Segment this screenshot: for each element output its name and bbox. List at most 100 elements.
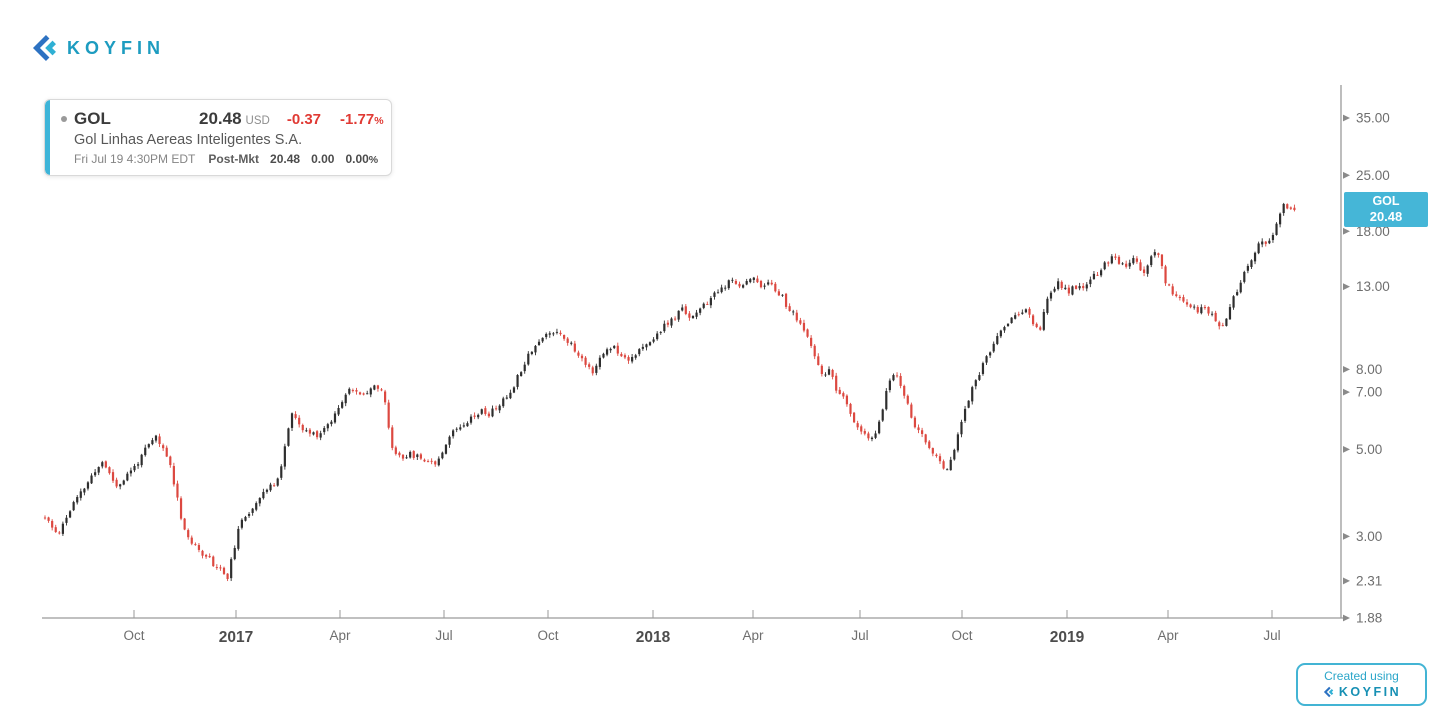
candle-body: [684, 306, 687, 314]
candle-body: [337, 407, 340, 415]
quote-timestamp: Fri Jul 19 4:30PM EDT: [74, 151, 196, 166]
candle-body: [212, 556, 215, 567]
price-change-percent: -1.77%: [340, 111, 384, 128]
candle-body: [881, 409, 884, 421]
candle-body: [305, 430, 308, 432]
candle-body: [140, 454, 143, 466]
candle-body: [967, 400, 970, 408]
y-tick-label: 3.00: [1356, 529, 1382, 544]
candle-body: [283, 446, 286, 467]
candle-body: [530, 351, 533, 354]
candle-body: [863, 431, 866, 434]
candle-body: [656, 333, 659, 340]
candle-body: [559, 332, 562, 335]
candle-body: [219, 567, 222, 569]
price-change-percent-value: -1.77: [340, 111, 375, 128]
candle-body: [341, 402, 344, 408]
candle-body: [1207, 306, 1210, 314]
candle-body: [820, 365, 823, 374]
candle-body: [688, 313, 691, 318]
candle-body: [638, 349, 641, 355]
candle-body: [247, 513, 251, 516]
candle-body: [136, 464, 140, 466]
candle-body: [831, 369, 834, 377]
candle-body: [734, 280, 738, 284]
candle-body: [555, 331, 559, 333]
candle-body: [104, 461, 107, 468]
candle-body: [301, 425, 304, 431]
y-tick-arrow-icon: [1343, 614, 1350, 622]
candle-body: [101, 462, 104, 467]
x-tick-label: 2018: [636, 629, 671, 646]
created-using-badge[interactable]: Created using KOYFIN: [1296, 663, 1427, 706]
candle-body: [802, 322, 806, 331]
candle-body: [244, 516, 247, 521]
candle-body: [827, 369, 831, 375]
candle-body: [1021, 312, 1024, 314]
candle-body: [387, 402, 390, 428]
candle-body: [222, 567, 226, 574]
x-tick-label: Apr: [1157, 628, 1179, 643]
candle-body: [709, 298, 712, 306]
candle-body: [344, 394, 347, 404]
candle-body: [1196, 307, 1199, 313]
candle-body: [172, 466, 175, 485]
candle-body: [799, 320, 802, 324]
y-tick-arrow-icon: [1343, 114, 1350, 122]
candle-body: [469, 416, 473, 423]
candle-body: [362, 393, 365, 395]
candle-body: [1250, 260, 1253, 268]
watermark-logo: KOYFIN: [1298, 685, 1425, 699]
candle-body: [1178, 296, 1181, 299]
candle-body: [405, 457, 408, 459]
y-tick-label: 7.00: [1356, 385, 1382, 400]
candle-body: [376, 385, 380, 389]
candle-body: [777, 291, 780, 296]
candle-body: [999, 330, 1002, 337]
candle-body: [94, 472, 97, 476]
candle-body: [849, 403, 852, 414]
candle-body: [1057, 281, 1060, 289]
candle-body: [315, 431, 319, 438]
candle-body: [1164, 266, 1167, 284]
candle-body: [230, 559, 233, 579]
candle-body: [527, 353, 530, 365]
candle-body: [677, 310, 680, 320]
candle-body: [706, 304, 709, 305]
candle-body: [1257, 243, 1260, 254]
candle-body: [83, 488, 86, 493]
x-tick-label: Oct: [123, 628, 144, 643]
candle-body: [1014, 315, 1017, 319]
candle-body: [1114, 256, 1117, 258]
candle-body: [1060, 281, 1063, 289]
candle-body: [577, 352, 580, 356]
candle-body: [326, 424, 329, 429]
candle-body: [47, 517, 50, 521]
candle-body: [588, 364, 591, 367]
candle-body: [1175, 294, 1178, 297]
candle-body: [409, 451, 412, 458]
candle-body: [806, 329, 809, 337]
candle-body: [1010, 317, 1013, 324]
candle-body: [401, 454, 405, 459]
koyfin-logo[interactable]: KOYFIN: [28, 33, 165, 63]
candle-body: [394, 447, 397, 454]
candle-body: [1024, 309, 1028, 313]
candle-body: [480, 409, 483, 414]
candle-body: [695, 312, 698, 317]
candle-body: [452, 430, 455, 437]
created-using-text: Created using: [1324, 669, 1399, 683]
candle-body: [534, 345, 537, 353]
candle-body: [487, 413, 491, 417]
ticker-symbol: GOL: [74, 109, 111, 128]
session-label: Post-Mkt: [208, 151, 260, 166]
candle-body: [702, 303, 705, 308]
candle-body: [784, 293, 788, 307]
candle-body: [1246, 265, 1249, 271]
watermark-logo-text: KOYFIN: [1338, 685, 1402, 699]
candle-body: [738, 283, 741, 287]
postmarket-price: 20.48: [270, 151, 301, 166]
candle-body: [151, 440, 154, 445]
